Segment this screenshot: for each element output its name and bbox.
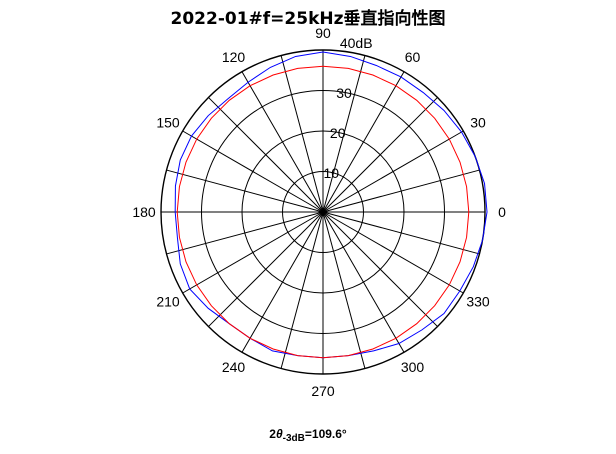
angle-tick-label: 120 — [222, 49, 246, 65]
series-line-2 — [176, 65, 470, 359]
grid-spoke — [166, 211, 324, 255]
grid-spoke — [322, 211, 480, 255]
radial-tick-label: 20 — [330, 125, 346, 141]
beamwidth-annotation: 2θ-3dB=109.6° — [0, 427, 616, 444]
grid-spoke — [322, 130, 464, 213]
grid-spoke — [241, 211, 324, 353]
grid-spoke — [208, 211, 324, 327]
angle-tick-label: 150 — [156, 115, 180, 131]
grid-spoke — [322, 211, 464, 294]
angle-tick-label: 0 — [498, 204, 506, 220]
radial-tick-label: 10 — [324, 165, 340, 181]
polar-grid — [160, 49, 486, 375]
grid-spoke — [241, 71, 324, 213]
grid-spoke — [166, 169, 324, 213]
grid-spoke — [208, 97, 324, 213]
angle-tick-label: 330 — [466, 294, 490, 310]
angle-tick-label: 30 — [470, 115, 486, 131]
angle-tick-label: 300 — [401, 359, 425, 375]
angle-tick-label: 180 — [132, 204, 156, 220]
grid-spoke — [322, 169, 480, 213]
radial-unit-label: 40dB — [340, 35, 373, 51]
angle-tick-label: 210 — [156, 294, 180, 310]
beamwidth-value: =109.6° — [304, 427, 347, 441]
polar-labels: 0 30 60 90 120 150 180 210 240 270 300 330 10 20 30 40d… — [132, 25, 506, 399]
grid-spoke — [322, 71, 405, 213]
angle-tick-label: 240 — [222, 359, 246, 375]
theta-symbol: θ — [275, 427, 283, 441]
beamwidth-subscript: -3dB — [282, 433, 305, 444]
chart-title: 2022-01#f=25kHz垂直指向性图 — [170, 9, 446, 29]
grid-spoke — [280, 55, 324, 213]
series-line-1 — [174, 51, 488, 359]
grid-spoke — [322, 211, 405, 353]
grid-spoke — [322, 211, 366, 369]
grid-spoke — [322, 211, 438, 327]
beamwidth-prefix: 2 — [269, 427, 276, 441]
grid-spoke — [182, 211, 324, 294]
grid-spoke — [182, 130, 324, 213]
radial-tick-label: 30 — [336, 85, 352, 101]
grid-spoke — [322, 55, 366, 213]
grid-spoke — [322, 97, 438, 213]
angle-tick-label: 270 — [311, 383, 335, 399]
angle-tick-label: 90 — [315, 25, 331, 41]
grid-spoke — [280, 211, 324, 369]
angle-tick-label: 60 — [405, 49, 421, 65]
series-layer — [174, 51, 488, 359]
